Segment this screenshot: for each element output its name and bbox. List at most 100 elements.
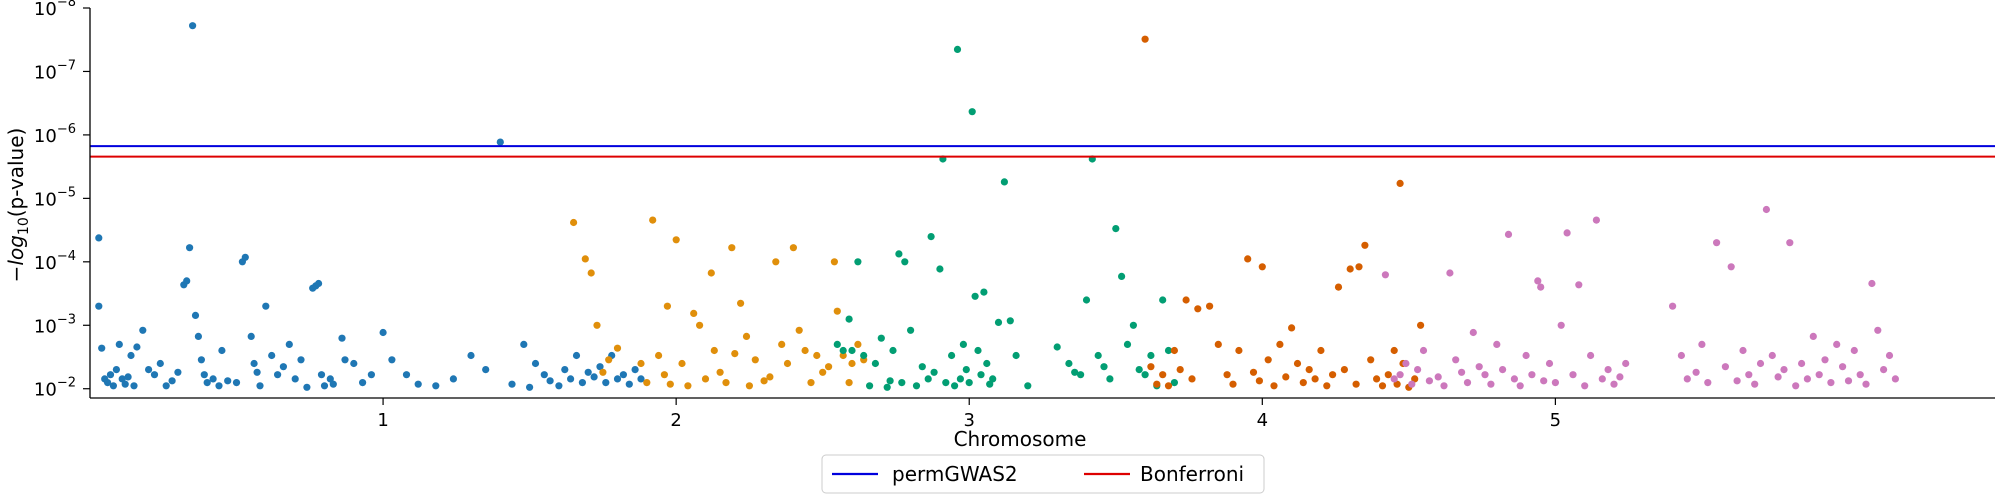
y-tick-label: 10−8 <box>34 0 76 20</box>
data-point <box>613 375 622 383</box>
data-point <box>1604 366 1612 374</box>
data-point <box>989 375 997 383</box>
data-point <box>194 332 202 340</box>
data-point <box>971 292 979 300</box>
data-point <box>1669 302 1677 310</box>
data-point <box>1077 371 1085 379</box>
data-point <box>1880 366 1888 374</box>
data-point <box>839 351 847 360</box>
x-tick-label: 4 <box>1257 410 1268 431</box>
data-point <box>696 321 704 329</box>
data-point <box>200 371 208 379</box>
data-point <box>1792 382 1800 390</box>
data-point <box>1244 255 1252 263</box>
data-point <box>567 375 575 383</box>
data-point <box>1850 346 1858 355</box>
y-axis-label-tail: (p-value) <box>4 128 28 218</box>
data-point <box>578 379 587 387</box>
data-point <box>930 368 938 376</box>
data-point <box>924 375 932 383</box>
data-point <box>197 356 205 364</box>
data-point <box>482 366 490 374</box>
data-point <box>1065 359 1073 368</box>
data-point <box>1282 373 1290 381</box>
data-point <box>1141 371 1149 379</box>
x-ticks: 1 2 3 4 5 <box>377 398 1561 431</box>
data-point <box>1000 178 1009 186</box>
data-point <box>1206 302 1214 310</box>
data-point <box>247 332 255 340</box>
data-point <box>1323 382 1331 390</box>
data-point <box>1408 380 1416 388</box>
data-point <box>186 244 194 252</box>
data-point <box>807 379 815 387</box>
data-point <box>1417 321 1425 329</box>
data-point <box>1475 363 1483 371</box>
data-point <box>191 311 200 319</box>
data-point <box>291 375 299 383</box>
data-point <box>1598 375 1606 383</box>
data-point <box>795 326 803 334</box>
data-point <box>866 382 874 390</box>
data-point <box>766 373 774 381</box>
data-point <box>156 359 164 368</box>
data-point <box>1390 375 1398 383</box>
data-point <box>994 318 1003 326</box>
data-point <box>637 359 645 368</box>
data-point <box>848 359 856 368</box>
data-point <box>1340 366 1348 374</box>
data-point <box>1229 380 1237 388</box>
data-point <box>303 383 311 391</box>
data-point <box>1698 340 1706 348</box>
data-point <box>570 218 578 227</box>
data-point <box>590 373 598 381</box>
data-point <box>508 380 516 388</box>
data-point <box>133 343 141 351</box>
data-point <box>95 234 103 242</box>
data-point <box>1159 371 1167 379</box>
data-point <box>710 346 718 355</box>
data-point <box>350 359 358 368</box>
data-point <box>907 326 915 334</box>
data-point <box>1425 377 1433 385</box>
y-tick-label: 10−7 <box>34 58 76 83</box>
data-point <box>388 356 396 364</box>
data-point <box>666 380 674 388</box>
data-point <box>965 379 973 387</box>
data-point <box>1373 375 1381 383</box>
data-point <box>320 382 329 390</box>
data-point <box>593 321 601 329</box>
x-axis-label: Chromosome <box>954 427 1087 451</box>
y-tick-label: 10−2 <box>34 376 76 401</box>
data-point <box>1434 373 1442 381</box>
data-point <box>1768 351 1776 360</box>
data-point <box>751 356 759 364</box>
data-point <box>1683 375 1691 383</box>
data-point <box>983 359 991 368</box>
data-point <box>912 382 921 390</box>
data-point <box>1440 382 1448 390</box>
data-point <box>1786 239 1794 247</box>
y-tick-label: 10−3 <box>34 312 76 337</box>
x-tick-label: 3 <box>964 410 975 431</box>
data-point <box>496 138 504 146</box>
data-point <box>467 351 475 360</box>
data-point <box>1516 382 1524 390</box>
data-point <box>968 108 976 116</box>
data-point <box>1616 373 1624 381</box>
data-point <box>737 299 745 307</box>
data-point <box>1844 377 1853 385</box>
data-point <box>1378 382 1387 390</box>
data-point <box>936 265 944 273</box>
data-point <box>1537 283 1545 291</box>
data-point <box>256 382 264 390</box>
x-tick-label: 2 <box>670 410 681 431</box>
y-axis-label: −log10(p-value) <box>4 128 32 283</box>
data-point <box>854 258 862 266</box>
data-point <box>1147 351 1155 360</box>
data-point <box>1780 366 1788 374</box>
data-point <box>1528 371 1536 379</box>
data-point <box>1264 356 1272 364</box>
data-point <box>531 359 540 368</box>
